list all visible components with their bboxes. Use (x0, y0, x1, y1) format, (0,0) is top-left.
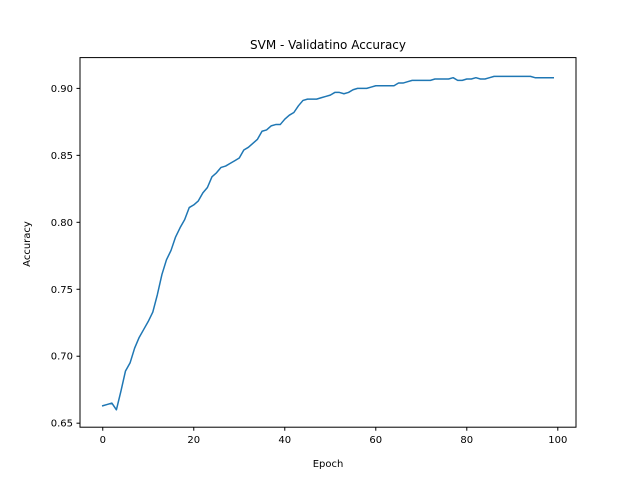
y-tick-label: 0.90 (51, 84, 73, 95)
series-line (101, 75, 554, 411)
x-tick-label: 0 (100, 435, 106, 446)
y-axis: 0.65 0.70 0.75 0.80 0.85 0.90 (51, 84, 80, 430)
x-tick-label: 40 (278, 435, 291, 446)
x-axis: 0 20 40 60 80 100 (100, 427, 567, 446)
x-tick-label: 20 (187, 435, 200, 446)
plot-area (101, 75, 554, 411)
y-tick-label: 0.75 (51, 285, 73, 296)
x-tick-label: 60 (369, 435, 382, 446)
y-tick-label: 0.65 (51, 419, 73, 430)
y-tick-label: 0.70 (51, 352, 73, 363)
x-axis-label: Epoch (313, 459, 344, 470)
y-axis-label: Accuracy (22, 221, 33, 267)
x-tick-label: 100 (548, 435, 567, 446)
chart-title: SVM - Validatino Accuracy (250, 38, 406, 52)
axes-frame (79, 57, 577, 428)
y-tick-label: 0.80 (51, 218, 73, 229)
y-tick-label: 0.85 (51, 151, 73, 162)
x-tick-label: 80 (460, 435, 473, 446)
